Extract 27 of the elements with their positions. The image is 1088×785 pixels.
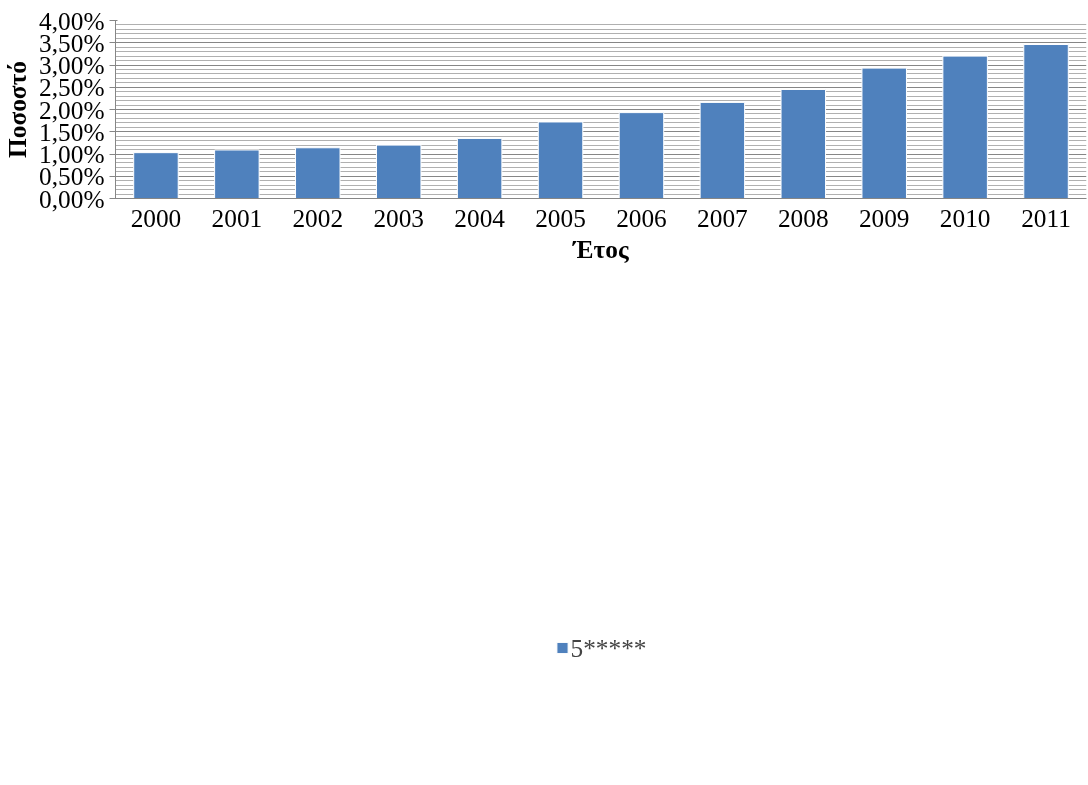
bar	[375, 144, 422, 199]
x-tick-label: 2007	[697, 203, 748, 232]
x-tick-label: 2003	[373, 203, 425, 232]
bar	[699, 101, 746, 199]
bar	[133, 152, 179, 199]
x-tick-label: 2002	[292, 203, 344, 232]
bar	[456, 137, 503, 199]
bar	[537, 121, 584, 199]
y-axis-title: Ποσοστό	[3, 61, 32, 158]
bar	[1023, 44, 1069, 199]
x-tick-label: 2000	[130, 203, 182, 232]
bar	[214, 149, 260, 199]
bar	[780, 88, 827, 199]
bar	[618, 112, 665, 199]
x-tick-label: 2004	[454, 203, 506, 232]
x-tick-label: 2001	[211, 203, 263, 232]
x-tick-label: 2011	[1021, 203, 1071, 232]
x-tick-label: 2008	[777, 203, 829, 232]
x-tick-label: 2010	[939, 203, 991, 232]
x-tick-label: 2006	[616, 203, 667, 232]
x-tick-label: 2009	[858, 203, 910, 232]
x-tick-label: 2005	[535, 203, 586, 232]
bar	[295, 147, 341, 199]
bar	[942, 55, 988, 199]
x-axis-title: Έτος	[571, 234, 629, 263]
bar	[861, 67, 907, 199]
legend-label: 5*****	[570, 633, 647, 663]
